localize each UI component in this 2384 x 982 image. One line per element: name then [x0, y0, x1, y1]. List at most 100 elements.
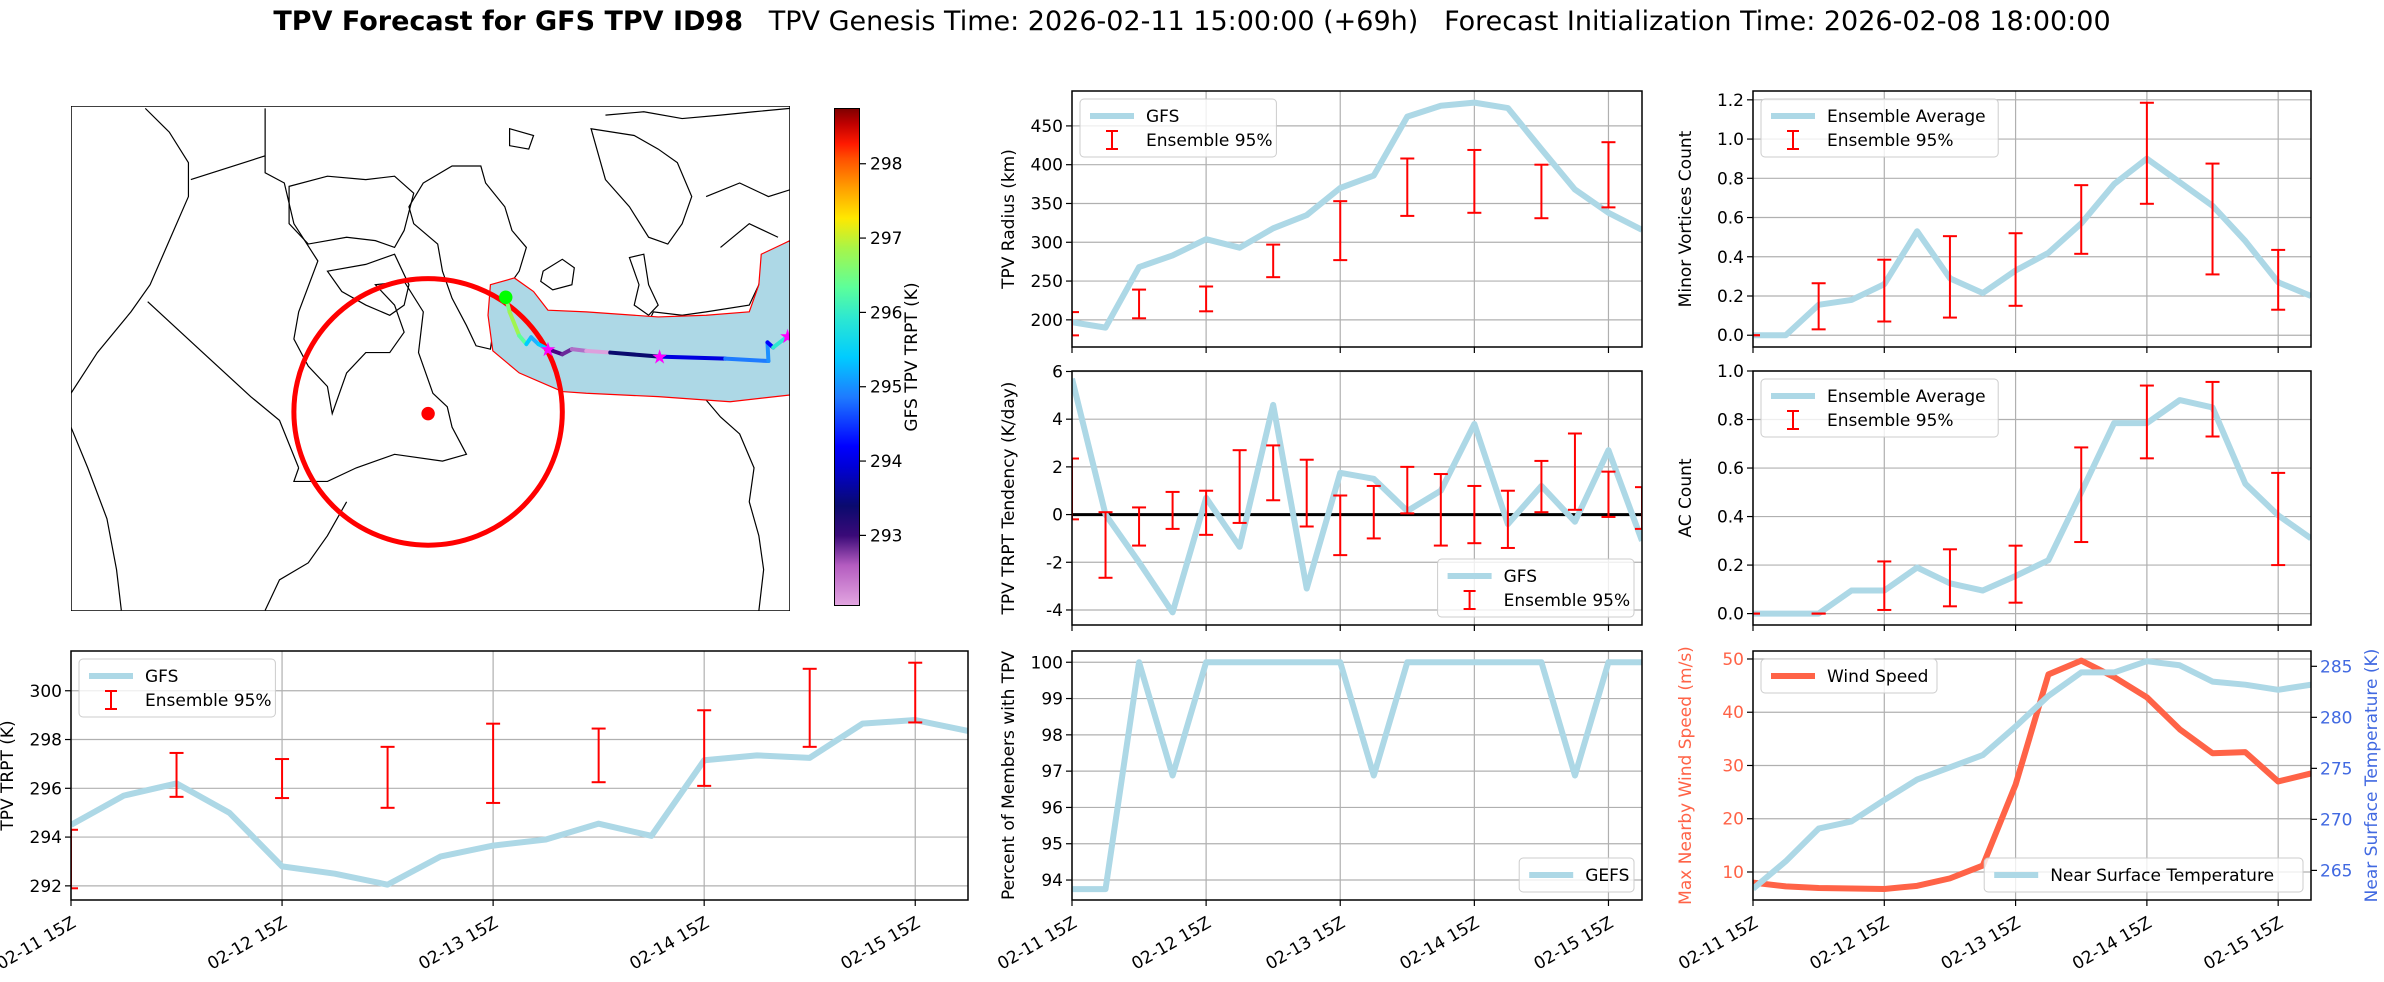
errorbar [2271, 248, 2286, 311]
colorbar-label: GFS TPV TRPT (K) [902, 282, 922, 431]
errorbar [1072, 457, 1079, 521]
errorbar [1400, 465, 1415, 515]
x-tick-label: 02-14 15Z [2069, 913, 2155, 974]
y-tick-label: 50 [1722, 650, 1744, 670]
errorbar [1333, 200, 1348, 262]
y-tick-label: 99 [1041, 690, 1063, 710]
y-tick-label: 95 [1041, 835, 1063, 855]
y-tick-label: 1.0 [1717, 362, 1744, 382]
y-tick-label: 4 [1052, 410, 1063, 430]
y-tick-label: 40 [1722, 703, 1744, 723]
y-axis-label: Max Nearby Wind Speed (m/s) [1676, 646, 1696, 905]
errorbar [2139, 384, 2154, 460]
x-tick-label: 02-13 15Z [1938, 913, 2024, 974]
series-line [1072, 377, 1642, 616]
y-axis-label: TPV TRPT (K) [0, 720, 18, 831]
y-tick-label: 450 [1031, 117, 1063, 137]
errorbar [1635, 486, 1642, 530]
y-tick-label: 0.4 [1717, 508, 1744, 528]
series-line [1072, 659, 1642, 893]
x-tick-label: 02-14 15Z [1397, 913, 1483, 974]
colorbar [834, 108, 860, 606]
chart-legend [1983, 857, 2304, 893]
series-line [1753, 155, 2311, 339]
daily-marker-star-icon: ★ [651, 345, 668, 368]
axes-frame [1752, 370, 2312, 626]
axes-frame [1071, 90, 1643, 348]
legend-label: GFS [1146, 107, 1179, 127]
errorbar [1266, 444, 1281, 502]
track-segment [510, 312, 520, 336]
errorbar [2205, 162, 2220, 276]
errorbar [275, 758, 290, 800]
errorbar [1199, 285, 1214, 313]
track-segment [548, 349, 562, 354]
y-tick-label: 296 [30, 779, 62, 799]
colorbar-tick-label: 295 [870, 378, 902, 398]
series-line [71, 717, 968, 888]
y-tick-label: 30 [1722, 756, 1744, 776]
chart-legend [1760, 98, 1999, 158]
errorbar [1232, 449, 1247, 524]
errorbar [1601, 470, 1616, 518]
figure-title: TPV Forecast for GFS TPV ID98 TPV Genesi… [0, 6, 2384, 37]
legend-label: Ensemble 95% [145, 691, 272, 711]
chart-legend [1518, 857, 1635, 893]
y-tick-label: -4 [1046, 601, 1063, 621]
x-tick-label: 02-15 15Z [1531, 913, 1617, 974]
legend-label: Ensemble 95% [1827, 131, 1954, 151]
track-segment [586, 351, 610, 353]
errorbar [1072, 311, 1079, 337]
legend-label: Ensemble 95% [1827, 411, 1954, 431]
y-right-tick-label: 265 [2320, 861, 2352, 881]
track-segment [572, 349, 586, 351]
errorbar [1942, 548, 1957, 608]
errorbar [1467, 484, 1482, 545]
axes-frame [1071, 650, 1643, 901]
y-tick-label: 6 [1052, 362, 1063, 382]
errorbar [1400, 157, 1415, 217]
legend-label: GEFS [1585, 866, 1629, 886]
errorbar [1433, 473, 1448, 547]
x-tick-label: 02-14 15Z [626, 913, 712, 974]
y-tick-label: 0.8 [1717, 169, 1744, 189]
y-axis-label: TPV Radius (km) [999, 149, 1019, 290]
x-tick-label: 02-11 15Z [994, 913, 1080, 974]
y-right-tick-label: 285 [2320, 657, 2352, 677]
y-axis-label: Percent of Members with TPV [999, 651, 1019, 900]
errorbar [486, 722, 501, 804]
legend-label: Near Surface Temperature [2050, 866, 2274, 886]
tpv-start-marker [499, 290, 513, 305]
errorbar [2074, 446, 2089, 544]
legend-label: GFS [1504, 567, 1537, 587]
axes-frame [1071, 370, 1643, 626]
errorbar [1500, 489, 1515, 549]
coastlines [71, 108, 790, 611]
errorbar [2271, 471, 2286, 567]
genesis-time: TPV Genesis Time: 2026-02-11 15:00:00 (+… [768, 6, 1419, 37]
y-tick-label: 100 [1031, 653, 1063, 673]
y-axis-label: AC Count [1676, 458, 1696, 537]
series-line [1072, 99, 1642, 331]
track-segment [660, 357, 726, 359]
legend-label: Wind Speed [1827, 667, 1928, 687]
errorbar [1098, 511, 1113, 579]
y-axis-label: Minor Vortices Count [1676, 130, 1696, 307]
chart-legend [1760, 658, 1938, 694]
errorbar [1132, 288, 1147, 320]
y-tick-label: 0.6 [1717, 459, 1744, 479]
y-tick-label: 20 [1722, 810, 1744, 830]
y-tick-label: 250 [1031, 272, 1063, 292]
errorbar [71, 828, 78, 890]
errorbar [2008, 232, 2023, 307]
y-tick-label: 98 [1041, 726, 1063, 746]
chart-legend [1760, 378, 1999, 438]
errorbar [1132, 506, 1147, 547]
x-tick-label: 02-15 15Z [2200, 913, 2286, 974]
legend-label: Ensemble Average [1827, 387, 1986, 407]
tpv-track [506, 297, 788, 361]
y-tick-label: 0.0 [1717, 326, 1744, 346]
errorbar [380, 745, 395, 809]
map-panel: ★ ★ ★ [71, 106, 790, 611]
